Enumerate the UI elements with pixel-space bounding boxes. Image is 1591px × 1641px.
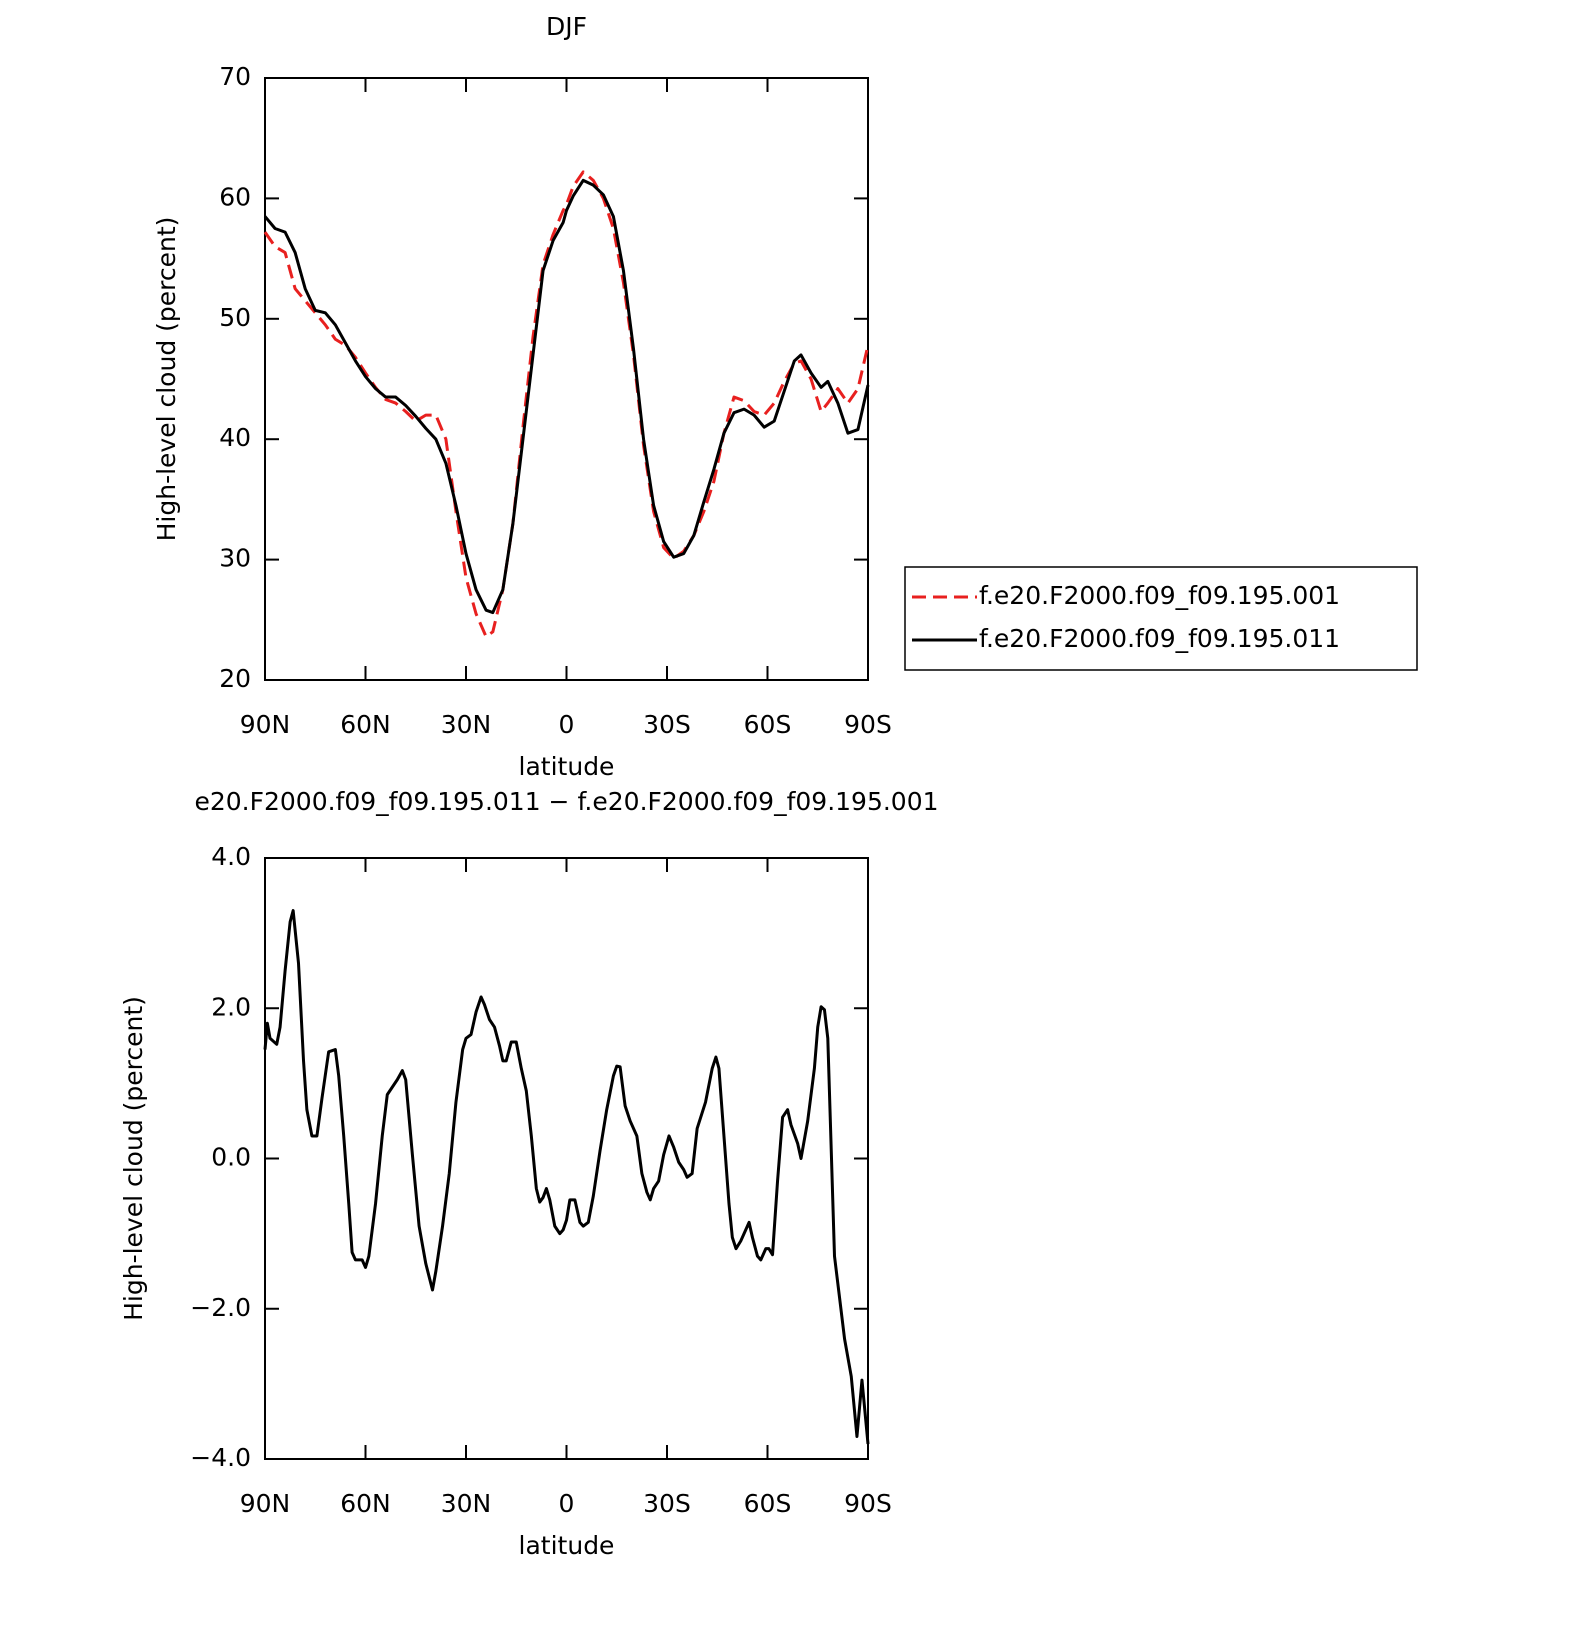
y-tick-label: 70 — [219, 62, 251, 91]
y-tick-label: 20 — [219, 664, 251, 693]
y-axis-label: High-level cloud (percent) — [152, 217, 181, 542]
x-tick-label: 30N — [441, 710, 492, 739]
y-tick-label: −4.0 — [190, 1443, 251, 1472]
x-tick-label: 60S — [744, 1489, 792, 1518]
data-line — [263, 909, 870, 1445]
chart-title: e20.F2000.f09_f09.195.011 − f.e20.F2000.… — [194, 787, 938, 816]
x-tick-label: 90N — [240, 1489, 291, 1518]
plot-frame — [264, 77, 869, 681]
x-tick-label: 0 — [559, 1489, 575, 1518]
y-tick-label: 2.0 — [211, 992, 251, 1021]
x-tick-label: 30N — [441, 1489, 492, 1518]
y-tick-label: 40 — [219, 423, 251, 452]
x-tick-label: 60N — [340, 1489, 391, 1518]
x-tick-label: 90N — [240, 710, 291, 739]
x-tick-label: 60N — [340, 710, 391, 739]
x-tick-label: 30S — [643, 1489, 691, 1518]
y-tick-label: 50 — [219, 303, 251, 332]
y-tick-label: 0.0 — [211, 1143, 251, 1172]
x-tick-label: 0 — [559, 710, 575, 739]
legend-label: f.e20.F2000.f09_f09.195.011 — [979, 624, 1340, 653]
plot-frame — [264, 857, 869, 1460]
chart-title: DJF — [546, 12, 587, 41]
x-axis-label: latitude — [519, 1531, 615, 1560]
x-tick-label: 90S — [844, 710, 892, 739]
y-tick-label: 60 — [219, 182, 251, 211]
y-axis-label: High-level cloud (percent) — [119, 996, 148, 1321]
data-line — [263, 170, 870, 639]
data-line — [263, 178, 870, 615]
x-tick-label: 30S — [643, 710, 691, 739]
x-axis-label: latitude — [519, 752, 615, 781]
y-tick-label: −2.0 — [190, 1293, 251, 1322]
y-tick-label: 4.0 — [211, 842, 251, 871]
y-tick-label: 30 — [219, 544, 251, 573]
x-tick-label: 60S — [744, 710, 792, 739]
legend-box — [904, 566, 1418, 671]
legend-label: f.e20.F2000.f09_f09.195.001 — [979, 581, 1340, 610]
x-tick-label: 90S — [844, 1489, 892, 1518]
